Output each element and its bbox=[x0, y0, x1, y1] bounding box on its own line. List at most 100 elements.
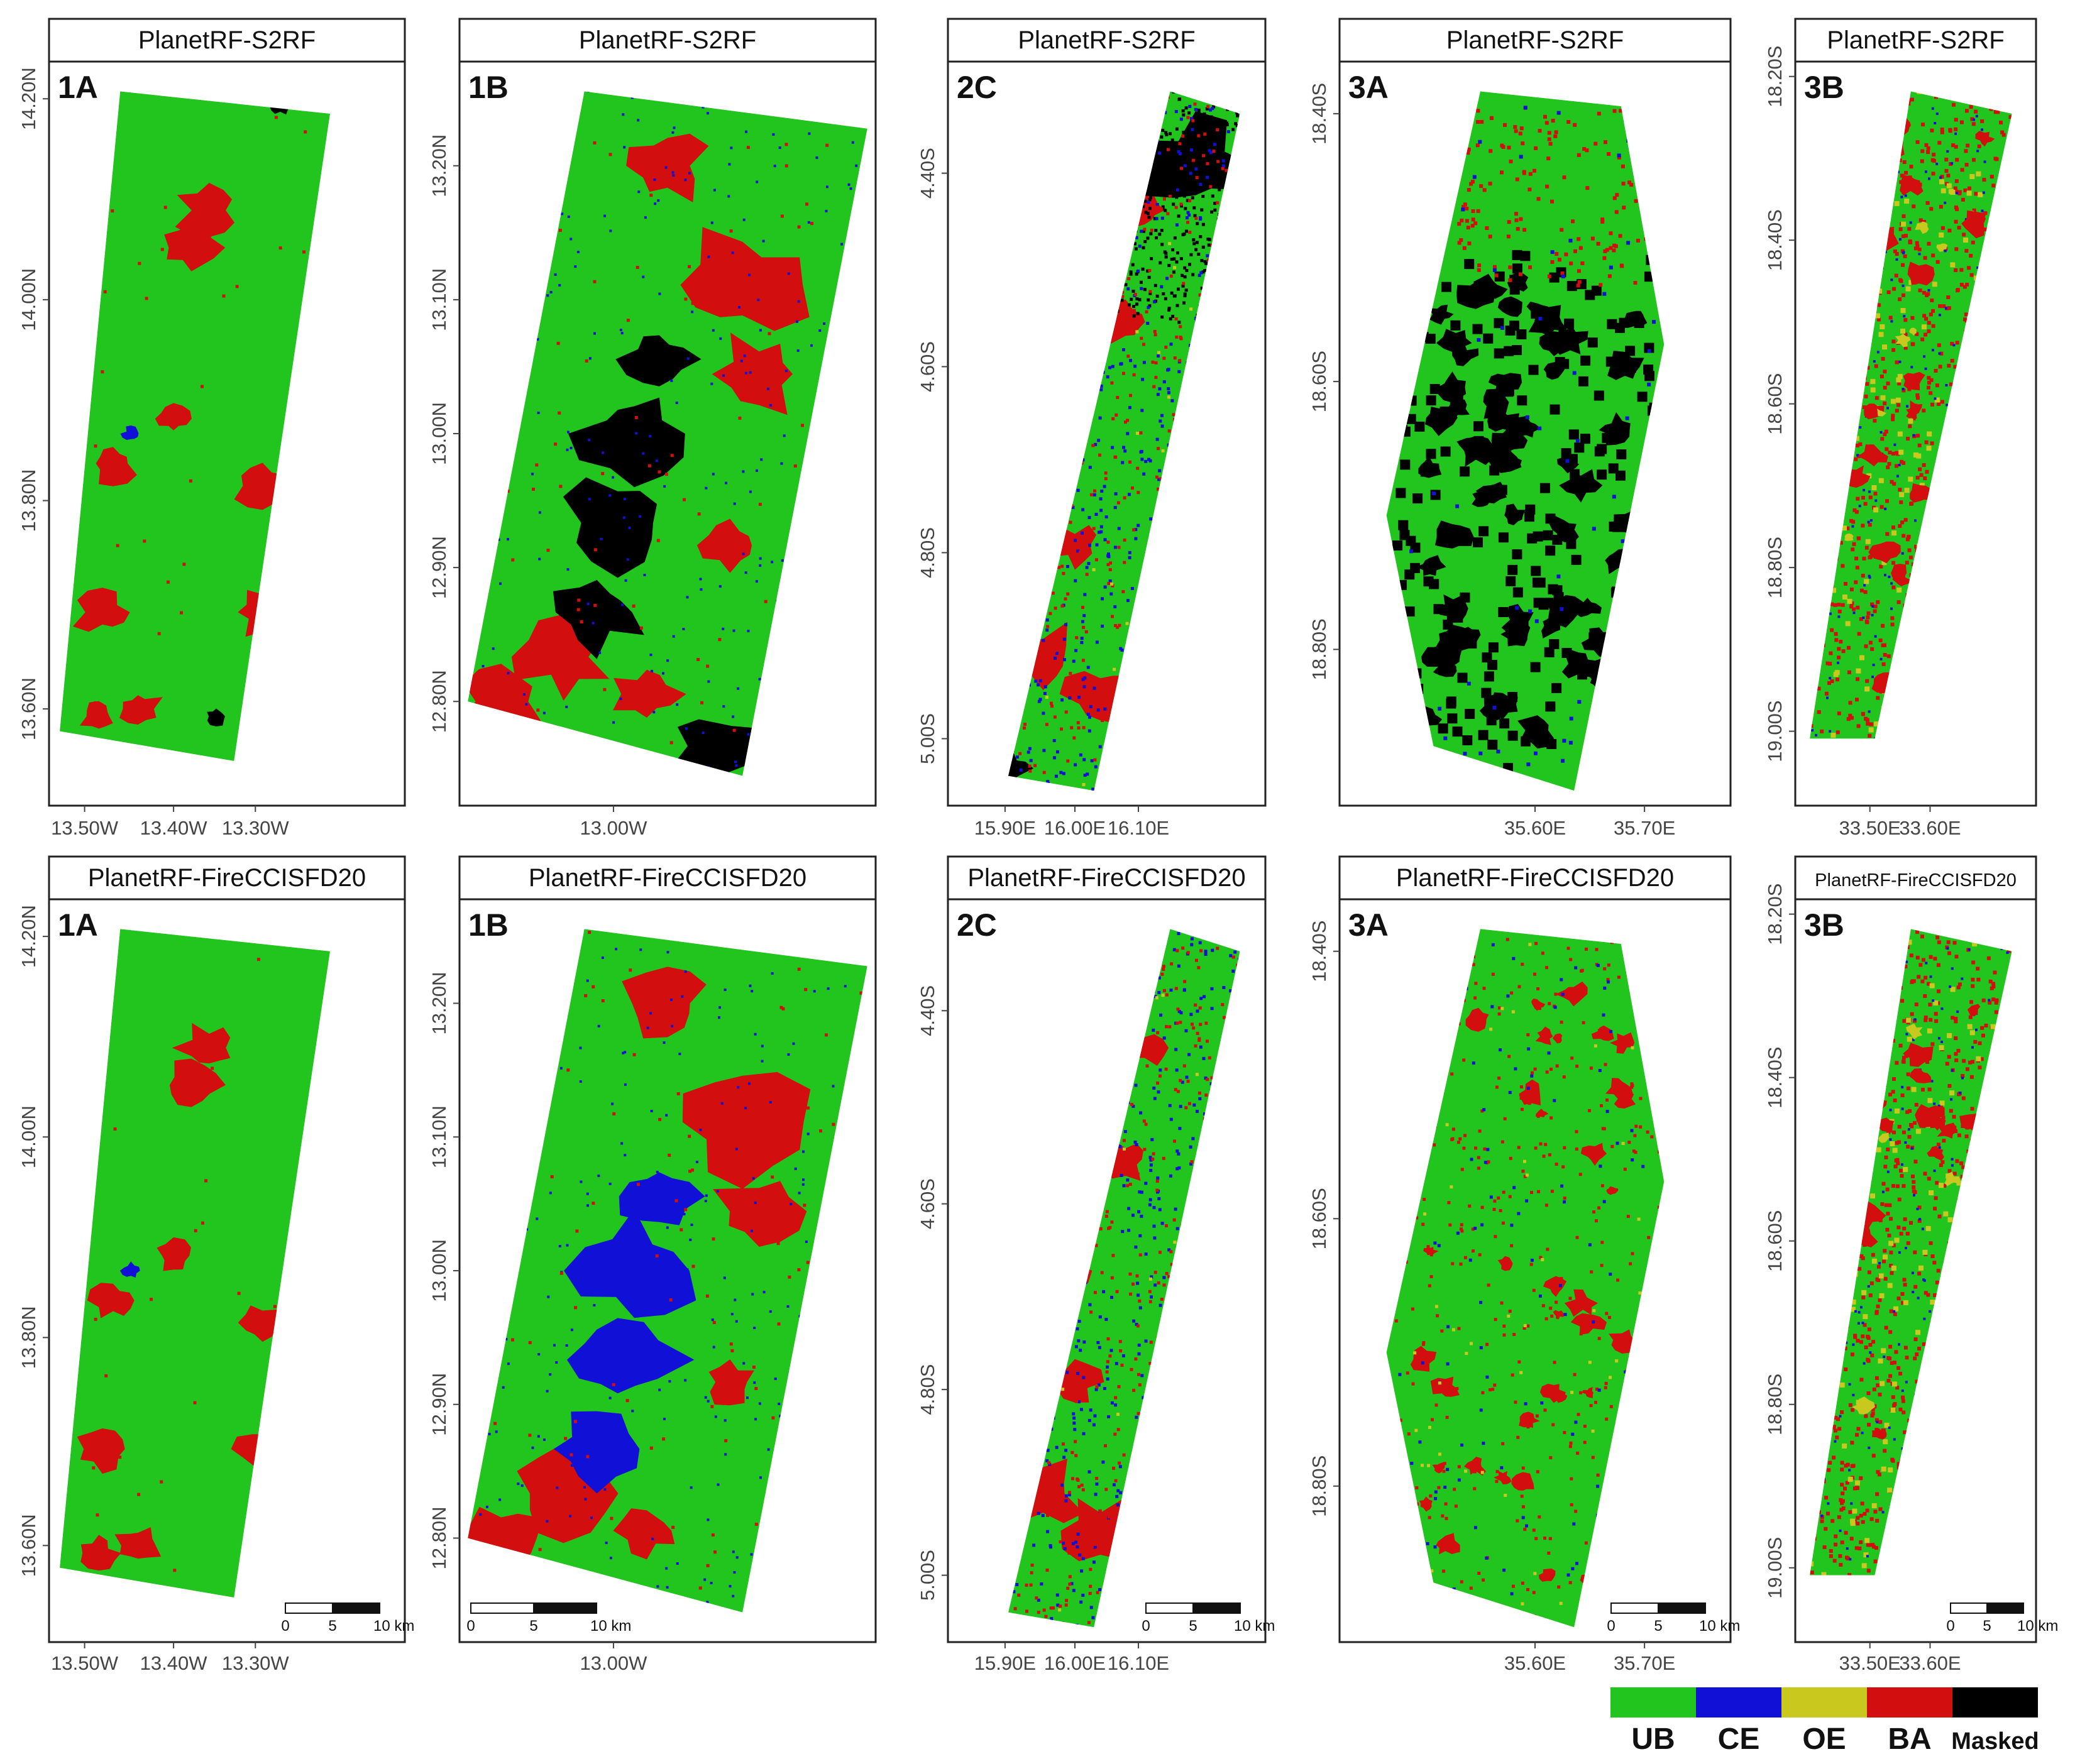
class-speckle bbox=[1055, 652, 1059, 655]
class-speckle bbox=[1483, 671, 1494, 682]
class-speckle bbox=[1870, 602, 1874, 606]
class-speckle bbox=[1186, 116, 1190, 119]
class-speckle bbox=[764, 269, 768, 273]
class-speckle bbox=[1554, 130, 1558, 134]
class-speckle bbox=[1467, 241, 1472, 246]
class-speckle bbox=[1167, 387, 1170, 391]
class-speckle bbox=[1621, 164, 1625, 168]
class-speckle bbox=[1141, 267, 1145, 271]
class-speckle bbox=[577, 598, 581, 602]
class-speckle bbox=[1106, 562, 1110, 566]
class-speckle bbox=[1560, 227, 1564, 232]
class-speckle bbox=[1866, 611, 1871, 615]
class-speckle bbox=[1108, 579, 1112, 583]
class-speckle bbox=[1135, 302, 1139, 306]
class-patch bbox=[175, 183, 235, 238]
class-speckle bbox=[1212, 105, 1216, 109]
class-speckle bbox=[1457, 222, 1461, 226]
lat-tick-label: 12.80N bbox=[428, 670, 450, 733]
class-speckle bbox=[1616, 449, 1627, 459]
class-speckle bbox=[1101, 597, 1104, 601]
class-speckle bbox=[1182, 177, 1186, 181]
class-speckle bbox=[567, 430, 570, 434]
class-speckle bbox=[1185, 216, 1189, 220]
lat-tick-label: 12.90N bbox=[428, 536, 450, 599]
class-speckle bbox=[1947, 228, 1952, 233]
class-speckle bbox=[1471, 180, 1475, 184]
class-speckle bbox=[1082, 726, 1086, 730]
class-speckle bbox=[1158, 387, 1162, 391]
class-speckle bbox=[1960, 168, 1964, 172]
class-speckle bbox=[1062, 658, 1066, 662]
class-speckle bbox=[1891, 451, 1895, 456]
class-speckle bbox=[1104, 477, 1108, 481]
class-speckle bbox=[1599, 283, 1603, 287]
class-speckle bbox=[1500, 170, 1504, 175]
class-speckle bbox=[1412, 493, 1423, 504]
class-speckle bbox=[1871, 485, 1877, 490]
class-speckle bbox=[1072, 659, 1076, 663]
class-speckle bbox=[1617, 155, 1621, 160]
class-speckle bbox=[1878, 638, 1883, 642]
class-speckle bbox=[1896, 452, 1900, 456]
class-speckle bbox=[1043, 685, 1047, 689]
class-speckle bbox=[713, 189, 716, 192]
class-speckle bbox=[1155, 205, 1159, 209]
map-panel-r1c3: PlanetRF-S2RF2C4.40S4.60S4.80S5.00S15.90… bbox=[916, 18, 1267, 839]
class-speckle bbox=[1533, 531, 1543, 542]
class-speckle bbox=[1440, 446, 1451, 457]
class-speckle bbox=[1028, 764, 1032, 768]
class-patch bbox=[553, 579, 644, 659]
class-speckle bbox=[1602, 256, 1607, 260]
class-speckle bbox=[1856, 668, 1861, 674]
class-speckle bbox=[1820, 729, 1824, 733]
class-speckle bbox=[1924, 143, 1929, 147]
class-speckle bbox=[1915, 140, 1920, 145]
class-speckle bbox=[670, 380, 673, 382]
lon-tick-label: 16.00E bbox=[1044, 817, 1106, 839]
class-speckle bbox=[536, 708, 540, 712]
class-speckle bbox=[1169, 342, 1173, 346]
class-speckle bbox=[722, 627, 725, 630]
class-speckle bbox=[1925, 469, 1929, 474]
class-speckle bbox=[1179, 159, 1182, 163]
class-speckle bbox=[1157, 447, 1160, 451]
class-speckle bbox=[1861, 712, 1865, 716]
class-speckle bbox=[1964, 149, 1968, 153]
class-speckle bbox=[642, 452, 645, 455]
class-speckle bbox=[1147, 212, 1150, 216]
class-speckle bbox=[1191, 119, 1195, 123]
class-speckle bbox=[637, 190, 641, 194]
class-speckle bbox=[1934, 95, 1938, 99]
class-speckle bbox=[1184, 133, 1188, 136]
class-speckle bbox=[1185, 169, 1189, 173]
class-speckle bbox=[1870, 379, 1876, 385]
class-patch bbox=[1452, 341, 1479, 366]
class-speckle bbox=[1573, 123, 1577, 127]
class-speckle bbox=[1414, 421, 1425, 432]
class-speckle bbox=[1203, 112, 1206, 116]
class-speckle bbox=[1549, 404, 1560, 415]
panel-label: 1A bbox=[58, 70, 98, 105]
class-speckle bbox=[684, 297, 688, 301]
class-speckle bbox=[278, 246, 282, 250]
class-speckle bbox=[1482, 652, 1492, 663]
class-speckle bbox=[1161, 128, 1165, 132]
class-speckle bbox=[1633, 281, 1637, 285]
class-speckle bbox=[1494, 348, 1504, 359]
class-patch bbox=[626, 133, 709, 202]
class-speckle bbox=[1949, 382, 1953, 386]
class-speckle bbox=[805, 202, 808, 206]
class-speckle bbox=[1159, 261, 1162, 265]
class-speckle bbox=[1880, 395, 1886, 400]
class-speckle bbox=[1167, 395, 1170, 399]
class-speckle bbox=[1019, 768, 1023, 772]
class-speckle bbox=[580, 620, 583, 623]
class-speckle bbox=[759, 329, 762, 332]
class-speckle bbox=[1954, 247, 1959, 251]
class-speckle bbox=[1148, 290, 1152, 293]
class-speckle bbox=[157, 632, 161, 635]
class-speckle bbox=[1929, 312, 1933, 317]
class-speckle bbox=[639, 626, 643, 630]
class-speckle bbox=[1135, 272, 1138, 276]
